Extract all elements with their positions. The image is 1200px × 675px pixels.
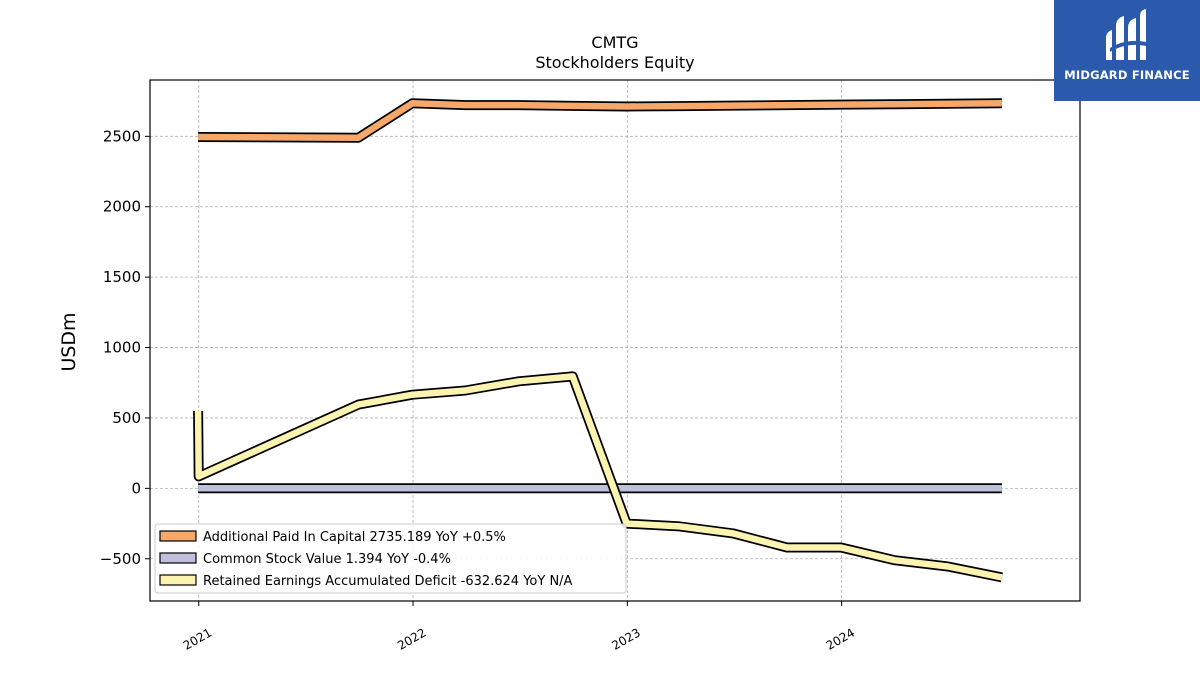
series-line-apic — [198, 98, 1002, 143]
plot-frame — [149, 79, 1081, 602]
series-line-retained-earnings — [193, 371, 1003, 583]
y-tick-label: 1500 — [103, 268, 141, 286]
grid-layer — [150, 80, 1080, 601]
legend-label-common-stock: Common Stock Value 1.394 YoY -0.4% — [203, 552, 451, 567]
brand-logo: MIDGARD FINANCE — [1054, 0, 1200, 101]
y-tick-label: 500 — [112, 409, 141, 427]
legend-swatch-apic — [159, 530, 197, 542]
chart-subtitle: Stockholders Equity — [535, 53, 694, 72]
y-tick-label: −500 — [100, 550, 141, 568]
y-tick-label: 2000 — [103, 198, 141, 216]
legend: Additional Paid In Capital 2735.189 YoY … — [154, 523, 627, 594]
legend-box — [154, 523, 627, 594]
chart-title: CMTG — [591, 33, 638, 52]
x-tick-label: 2021 — [181, 625, 214, 652]
x-tick-label: 2024 — [824, 625, 857, 652]
series-layer — [193, 98, 1003, 583]
brand-name: MIDGARD FINANCE — [1064, 68, 1190, 82]
x-axis: 2021 2022 2023 2024 — [181, 601, 857, 653]
y-tick-label: 1000 — [103, 339, 141, 357]
legend-swatch-common-stock — [159, 552, 197, 564]
y-axis-label: USDm — [58, 312, 80, 371]
series-fill — [198, 99, 1002, 141]
midgard-logo-icon — [1106, 9, 1146, 60]
legend-label-retained-earnings: Retained Earnings Accumulated Deficit -6… — [203, 574, 573, 589]
legend-swatch-retained-earnings — [159, 574, 197, 586]
y-tick-label: 2500 — [103, 127, 141, 145]
legend-label-apic: Additional Paid In Capital 2735.189 YoY … — [203, 530, 506, 545]
y-axis: −500 0 500 1000 1500 2000 2500 — [100, 127, 150, 568]
x-tick-label: 2022 — [395, 625, 428, 652]
y-tick-label: 0 — [131, 479, 141, 497]
x-tick-label: 2023 — [609, 625, 642, 652]
series-fill — [194, 373, 1003, 581]
